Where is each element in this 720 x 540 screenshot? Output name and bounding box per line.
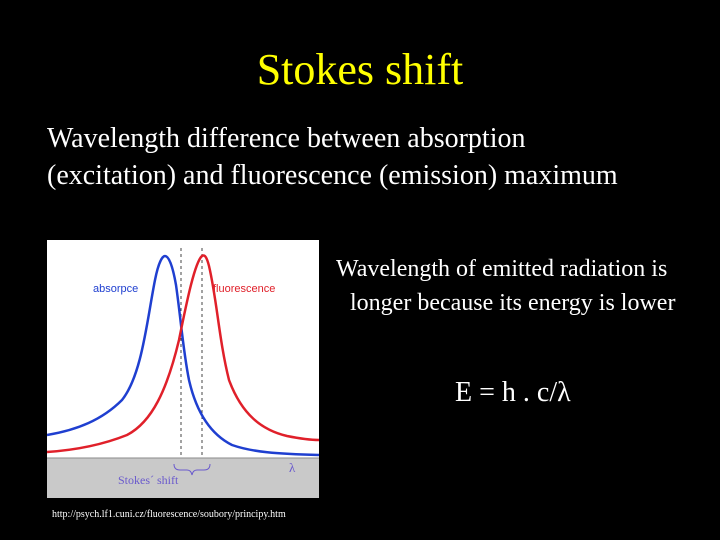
- fluorescence-label: fluorescence: [213, 283, 275, 295]
- shift-label: Stokes´ shift: [118, 473, 179, 487]
- fluorescence-curve: [47, 254, 319, 454]
- stokes-shift-figure: absorpce fluorescence Stokes´ shift λ: [47, 240, 319, 498]
- source-url-link[interactable]: http://psych.lf1.cuni.cz/fluorescence/so…: [52, 509, 286, 520]
- explanation-text: Wavelength of emitted radiation is longe…: [336, 256, 676, 316]
- plot-background: [47, 240, 319, 498]
- wavelength-axis-label: λ: [289, 460, 296, 475]
- absorption-curve: [47, 254, 319, 457]
- shift-brace: [173, 463, 211, 476]
- energy-formula: E = h . c/λ: [455, 377, 571, 408]
- absorption-label: absorpce: [93, 283, 138, 295]
- slide-title: Stokes shift: [256, 45, 464, 94]
- spectrum-plot: absorpce fluorescence Stokes´ shift λ: [47, 240, 319, 498]
- axis-band: [47, 458, 319, 498]
- definition-text: Wavelength difference between absorption…: [47, 123, 618, 191]
